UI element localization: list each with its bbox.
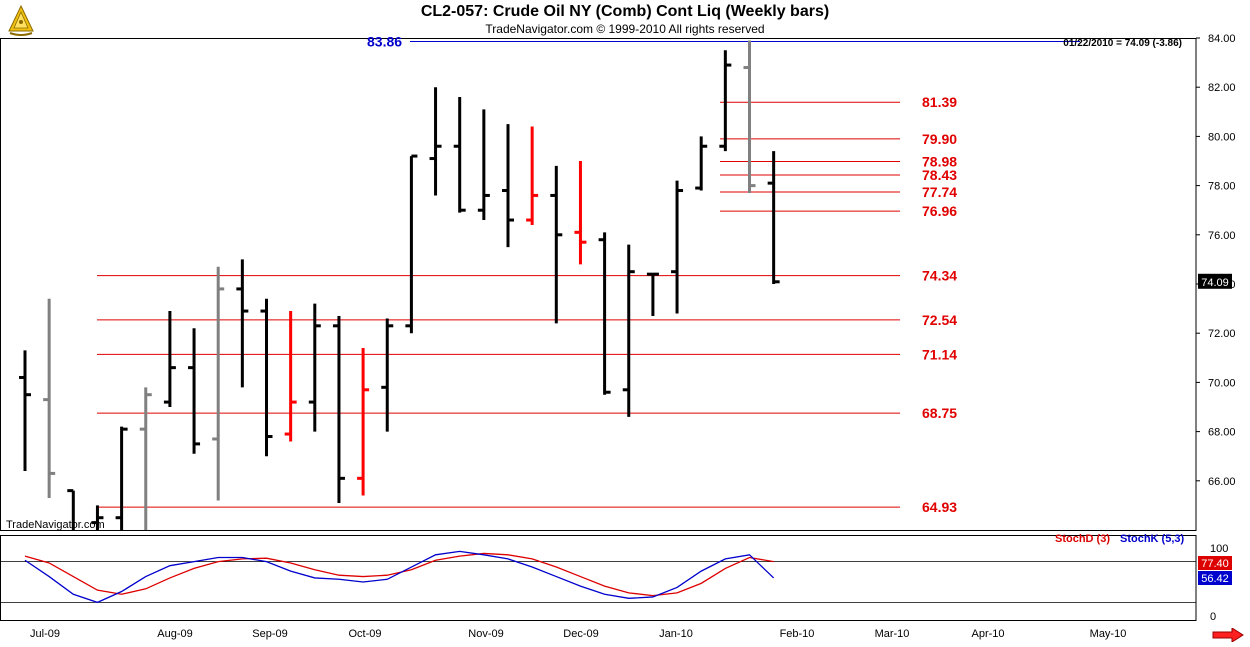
x-axis-label: Jul-09: [30, 628, 60, 640]
price-tick-label: 70.00: [1208, 377, 1236, 389]
ohlc-bar: [67, 489, 75, 530]
level-label: 71.14: [922, 346, 957, 362]
x-axis-label: Mar-10: [875, 628, 910, 640]
stoch-panel-frame: [0, 535, 1197, 621]
level-label: 81.39: [922, 94, 957, 110]
stoch-d-value-box: [1198, 556, 1232, 570]
scroll-right-arrow-icon[interactable]: [1212, 627, 1244, 647]
x-axis-label: Nov-09: [468, 628, 503, 640]
stoch-tick-label: 0: [1210, 611, 1216, 623]
stoch-k-value: 56.42: [1201, 573, 1229, 585]
ohlc-bar: [357, 347, 370, 496]
level-label: 78.98: [922, 153, 957, 169]
ohlc-bar: [188, 328, 201, 454]
ohlc-bar: [453, 97, 466, 213]
ohlc-bar: [598, 232, 611, 395]
ohlc-bar: [743, 40, 756, 193]
price-tick-label: 72.00: [1208, 328, 1236, 340]
stoch-tick-label: 100: [1210, 543, 1228, 555]
ohlc-bar: [308, 303, 321, 432]
ohlc-bar: [139, 387, 152, 530]
x-axis-label: Sep-09: [252, 628, 287, 640]
price-tick-label: 84.00: [1208, 33, 1236, 45]
ohlc-bar: [622, 244, 635, 417]
ohlc-bar: [695, 136, 708, 191]
last-price-box: [1198, 273, 1232, 289]
watermark: TradeNavigator.com: [6, 519, 105, 531]
ohlc-bar: [163, 311, 176, 407]
level-label: 64.93: [922, 499, 957, 515]
ohlc-bar: [550, 165, 563, 324]
ohlc-bar: [719, 50, 732, 152]
x-axis-label: Oct-09: [348, 628, 381, 640]
level-label: 68.75: [922, 405, 957, 421]
level-label: 74.34: [922, 268, 957, 284]
x-axis-label: Aug-09: [157, 628, 192, 640]
ohlc-bar: [405, 154, 418, 334]
x-axis-label: Jan-10: [659, 628, 693, 640]
ohlc-bar: [212, 266, 225, 501]
ohlc-bar: [260, 298, 273, 457]
price-panel-frame: [0, 38, 1197, 531]
ohlc-bar: [526, 126, 539, 225]
info-text: 01/22/2010 = 74.09 (-3.86): [1063, 38, 1182, 49]
price-tick-label: 80.00: [1208, 131, 1236, 143]
ohlc-bar: [19, 350, 31, 471]
ohlc-bar: [477, 109, 490, 221]
price-tick-label: 78.00: [1208, 181, 1236, 193]
x-axis-label: Apr-10: [971, 628, 1004, 640]
ohlc-bar: [236, 259, 249, 388]
chart-subtitle: TradeNavigator.com © 1999-2010 All right…: [485, 22, 765, 36]
stoch-d-line: [24, 552, 774, 597]
stoch-k-line: [24, 550, 775, 604]
price-tick-label: 82.00: [1208, 82, 1236, 94]
level-label: 79.90: [922, 131, 957, 147]
price-tick-label: 76.00: [1208, 230, 1236, 242]
ohlc-bar: [646, 272, 659, 316]
stoch-k-legend: StochK (5,3): [1120, 533, 1185, 545]
chart-title: CL2-057: Crude Oil NY (Comb) Cont Liq (W…: [420, 3, 830, 20]
ohlc-bar: [502, 124, 514, 248]
ohlc-bar: [671, 180, 684, 314]
level-label: 72.54: [922, 312, 957, 328]
stoch-d-legend: StochD (3): [1055, 533, 1110, 545]
ohlc-bar: [332, 315, 345, 503]
ohlc-bar: [115, 426, 128, 530]
price-tick-label: 66.00: [1208, 476, 1236, 488]
sextant-logo-icon: [6, 4, 36, 36]
price-tick-label: 68.00: [1208, 427, 1236, 439]
x-axis-label: May-10: [1090, 628, 1127, 640]
high-label: 83.86: [367, 33, 402, 49]
stoch-d-value: 77.40: [1201, 558, 1229, 570]
level-label: 77.74: [922, 184, 957, 200]
ohlc-bar: [381, 318, 394, 432]
ohlc-bar: [284, 311, 297, 442]
stoch-k-value-box: [1198, 571, 1232, 585]
x-axis-label: Dec-09: [563, 628, 598, 640]
x-axis-label: Feb-10: [780, 628, 815, 640]
last-price-label: 74.09: [1201, 277, 1229, 289]
ohlc-bar: [429, 87, 442, 196]
ohlc-bar: [767, 151, 780, 284]
level-label: 78.43: [922, 167, 957, 183]
ohlc-bar: [574, 161, 587, 265]
ohlc-bar: [43, 298, 56, 499]
ohlc-bar: [91, 505, 104, 530]
level-label: 76.96: [922, 203, 957, 219]
